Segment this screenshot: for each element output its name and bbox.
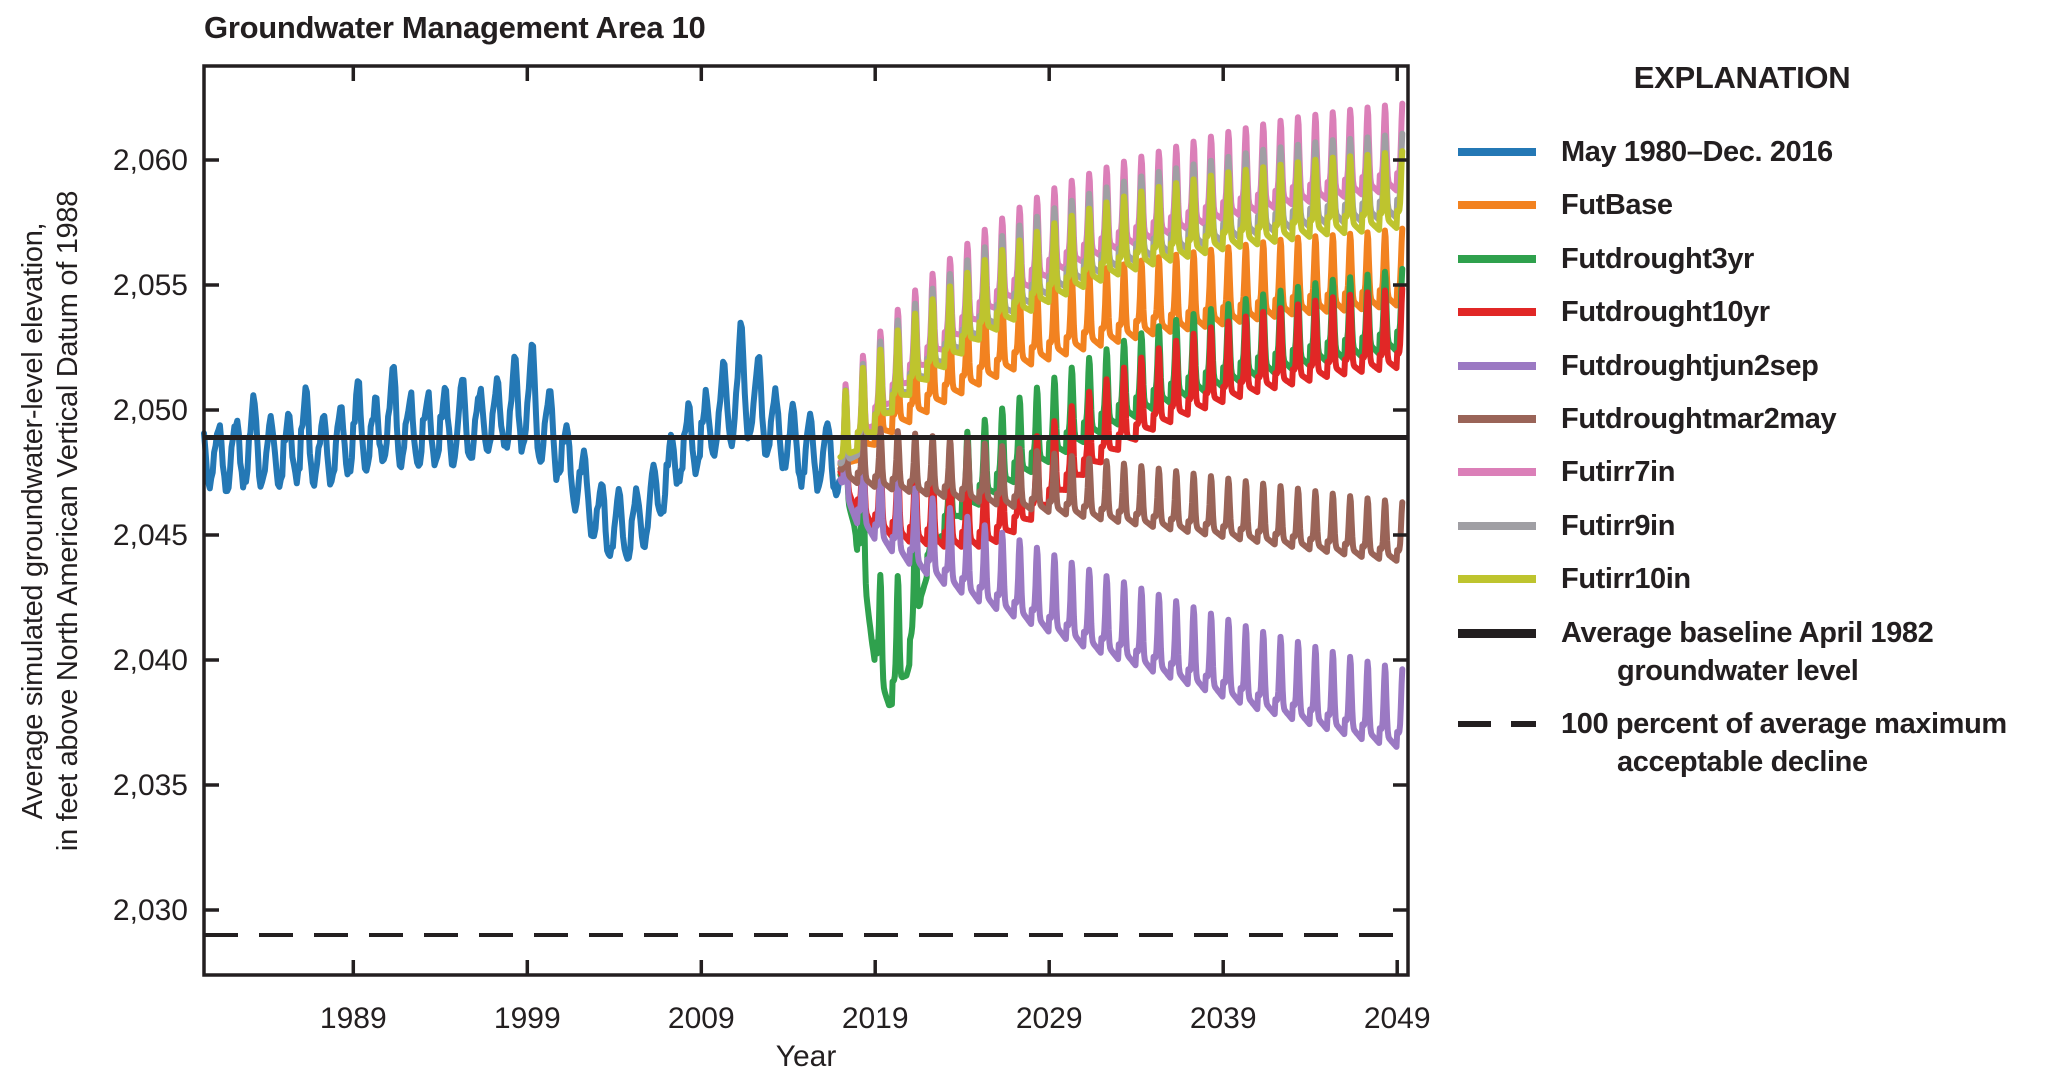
y-tick-label-2055: 2,055 [113, 269, 188, 302]
legend-label-line1: May 1980–Dec. 2016 [1561, 136, 1833, 168]
legend-label: Futdrought3yr [1561, 240, 1754, 278]
series-may-1980-dec-2016 [201, 319, 843, 562]
y-tick-label-2045: 2,045 [113, 519, 188, 552]
legend-item-100-percent-of-average-maximum: 100 percent of average maximum acceptable… [1458, 705, 2048, 796]
legend-label-line1: FutBase [1561, 189, 1673, 222]
y-axis-title-line1: Average simulated groundwater-level elev… [17, 222, 49, 820]
legend-line-swatch [1458, 521, 1536, 530]
legend-label: Futirr10in [1561, 560, 1691, 598]
legend-label-line2: acceptable decline [1617, 745, 1868, 778]
legend: May 1980–Dec. 2016 FutBase Futdrought3yr Fu… [1458, 133, 2048, 796]
series-futirr10in [837, 148, 1406, 460]
legend-line-swatch [1458, 628, 1536, 638]
legend-label-line1: Average baseline April 1982 [1561, 616, 1934, 649]
legend-label: Futdrought10yr [1561, 293, 1770, 331]
legend-label: Futirr7in [1561, 453, 1675, 491]
legend-item-futdrought3yr: Futdrought3yr [1458, 240, 2048, 293]
x-tick-label-2039: 2039 [1190, 1002, 1257, 1035]
legend-label-line2: groundwater level [1617, 654, 1859, 687]
x-tick-label-2019: 2019 [842, 1002, 909, 1035]
legend-line-swatch [1458, 414, 1536, 423]
legend-line-swatch [1458, 468, 1536, 477]
legend-label: FutBase [1561, 186, 1673, 224]
y-axis-title-line2: in feet above North American Vertical Da… [52, 190, 84, 852]
y-tick-label-2030: 2,030 [113, 894, 188, 927]
legend-line-swatch [1458, 361, 1536, 370]
legend-label-line1: Futirr10in [1561, 563, 1691, 596]
legend-label: Futdroughtjun2sep [1561, 347, 1819, 385]
legend-label: May 1980–Dec. 2016 [1561, 133, 1833, 171]
legend-item-futdrought10yr: Futdrought10yr [1458, 293, 2048, 346]
series-futdroughtmar2may [837, 418, 1406, 564]
y-tick-label-2035: 2,035 [113, 769, 188, 802]
legend-heading: EXPLANATION [1633, 60, 1851, 95]
legend-label-line1: Futdroughtmar2may [1561, 402, 1837, 435]
legend-item-futbase: FutBase [1458, 186, 2048, 239]
legend-label-line1: Futirr9in [1561, 509, 1676, 542]
x-tick-label-2009: 2009 [668, 1002, 735, 1035]
y-tick-label-2040: 2,040 [113, 644, 188, 677]
plot-frame [202, 64, 1410, 977]
legend-item-futdroughtjun2sep: Futdroughtjun2sep [1458, 347, 2048, 400]
legend-label: Average baseline April 1982 groundwater l… [1561, 614, 1934, 690]
x-tick-label-2049: 2049 [1364, 1002, 1431, 1035]
y-tick-label-2050: 2,050 [113, 394, 188, 427]
legend-item-futdroughtmar2may: Futdroughtmar2may [1458, 400, 2048, 453]
legend-line-swatch [1458, 254, 1536, 263]
legend-item-average-baseline-april-1982: Average baseline April 1982 groundwater l… [1458, 614, 2048, 705]
legend-line-swatch [1458, 308, 1536, 317]
legend-item-futirr7in: Futirr7in [1458, 453, 2048, 506]
legend-dashed-line-swatch [1458, 720, 1536, 727]
legend-label: Futirr9in [1561, 507, 1675, 545]
legend-label: Futdroughtmar2may [1561, 400, 1837, 438]
x-axis-title: Year [775, 1040, 837, 1073]
y-axis-title: Average simulated groundwater-level elev… [16, 11, 86, 1031]
x-tick-label-1999: 1999 [494, 1002, 561, 1035]
x-tick-label-2029: 2029 [1016, 1002, 1083, 1035]
legend-item-may-1980-dec-2016: May 1980–Dec. 2016 [1458, 133, 2048, 186]
legend-line-swatch [1458, 575, 1536, 584]
legend-label-line1: Futirr7in [1561, 456, 1676, 489]
legend-line-swatch [1458, 148, 1536, 156]
legend-line-swatch [1458, 201, 1536, 210]
legend-label-line1: Futdroughtjun2sep [1561, 349, 1819, 382]
legend-item-futirr9in: Futirr9in [1458, 507, 2048, 560]
y-tick-label-2060: 2,060 [113, 144, 188, 177]
legend-label-line1: Futdrought10yr [1561, 296, 1770, 329]
legend-item-futirr10in: Futirr10in [1458, 560, 2048, 613]
chart-title: Groundwater Management Area 10 [204, 10, 706, 45]
legend-label-line1: 100 percent of average maximum [1561, 707, 2007, 740]
x-tick-label-1989: 1989 [320, 1002, 387, 1035]
legend-label-line1: Futdrought3yr [1561, 242, 1754, 275]
series-futdroughtjun2sep [837, 421, 1406, 750]
legend-label: 100 percent of average maximum acceptable… [1561, 705, 2007, 781]
